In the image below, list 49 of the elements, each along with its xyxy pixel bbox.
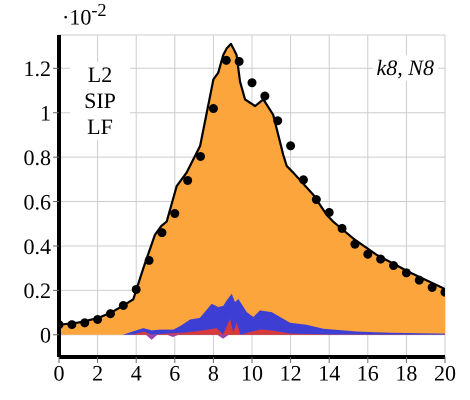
y-tick-label: 1.2 <box>24 56 51 82</box>
y-tick-label: 0.4 <box>24 234 51 259</box>
x-tick-label: 18 <box>395 360 418 386</box>
point <box>222 56 231 65</box>
point <box>363 250 372 259</box>
annotation: k8, N8 <box>372 55 438 81</box>
point <box>298 175 308 184</box>
point <box>402 268 411 278</box>
point <box>414 276 424 285</box>
text: ·10$^{-2}$ <box>62 0 107 30</box>
point <box>80 318 90 328</box>
point <box>338 224 347 233</box>
point <box>324 208 334 217</box>
point <box>118 300 128 310</box>
y-tick-label: 0 <box>40 322 51 348</box>
point <box>196 152 206 161</box>
x-tick-label: 20 <box>434 360 456 386</box>
point <box>106 309 115 318</box>
x-tick-label: 4 <box>130 360 142 386</box>
point <box>389 261 398 270</box>
point <box>234 56 244 66</box>
y-tick-label: 0.6 <box>24 189 51 214</box>
x-tick-label: 6 <box>169 360 180 386</box>
point <box>157 228 166 238</box>
point <box>260 92 270 101</box>
x-tick-label: 16 <box>356 360 379 386</box>
point <box>376 254 386 264</box>
y-tick-label: 1 <box>40 100 51 126</box>
y-tick-label: 0.2 <box>24 278 51 304</box>
point <box>132 284 141 294</box>
point <box>350 240 360 249</box>
y-tick-label: 0.8 <box>24 144 51 170</box>
point <box>286 141 296 150</box>
point <box>67 320 76 330</box>
point <box>144 256 154 265</box>
x-tick-label: 12 <box>280 360 302 386</box>
point <box>170 209 180 218</box>
x-tick-label: 2 <box>92 360 104 386</box>
x-tick-label: 14 <box>318 360 340 386</box>
point <box>273 116 282 126</box>
point <box>428 282 437 292</box>
point <box>93 314 102 324</box>
point <box>247 78 257 88</box>
point <box>208 104 218 114</box>
annotation: L2 SIP LF <box>70 62 130 140</box>
x-tick-label: 10 <box>241 360 263 386</box>
x-tick-label: 8 <box>208 360 219 386</box>
point <box>312 195 321 204</box>
point <box>183 176 192 185</box>
